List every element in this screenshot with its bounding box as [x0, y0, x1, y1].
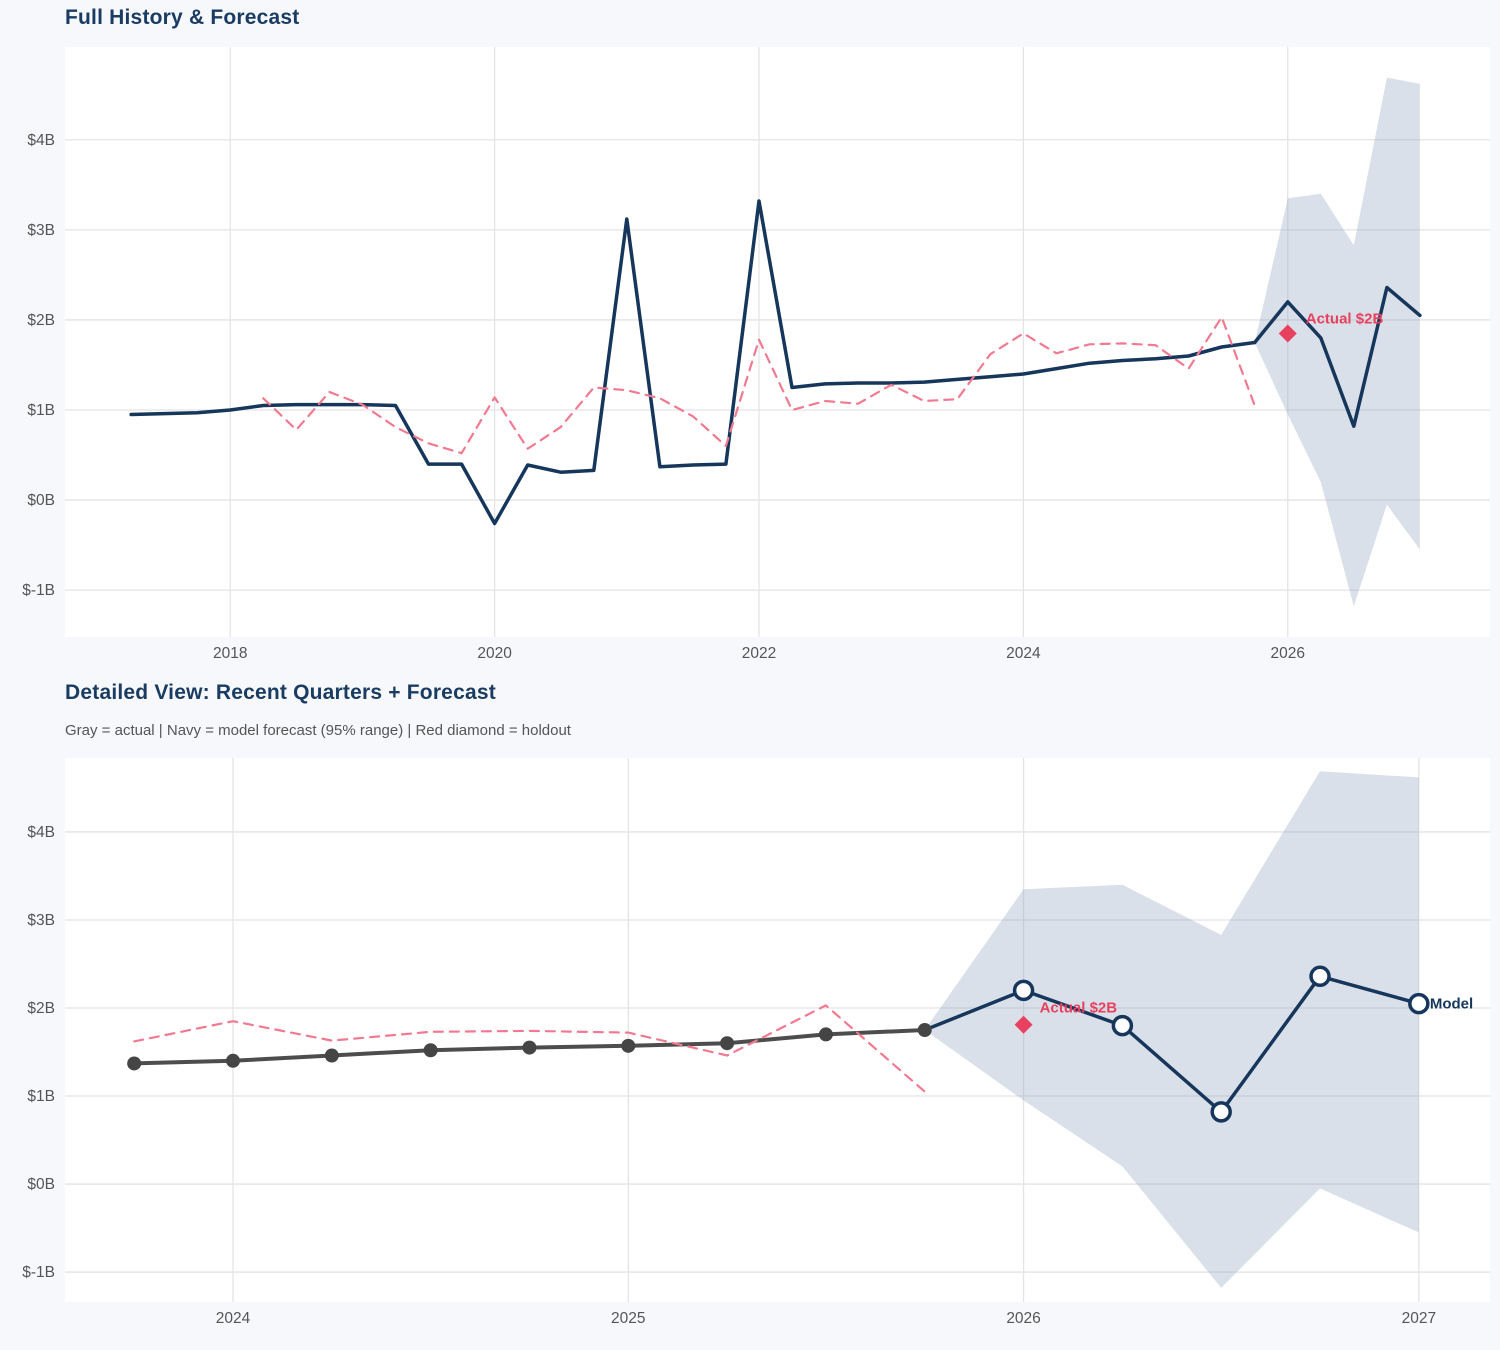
- model-forecast-recent-point-marker: [1210, 1101, 1232, 1123]
- holdout-diamond-marker: [1014, 1015, 1033, 1034]
- holdout-annotation-label: Actual $2B: [1306, 310, 1384, 327]
- x-tick-label: 2024: [1006, 645, 1041, 662]
- detailed-view-chart-legend-subtitle: Gray = actual | Navy = model forecast (9…: [65, 722, 571, 739]
- model-forecast-recent-line: [922, 974, 1421, 1114]
- y-tick-label: $4B: [27, 132, 55, 149]
- model-forecast-recent-point-marker: [1408, 992, 1430, 1015]
- actual-recent-point-marker: [917, 1023, 932, 1037]
- x-tick-label: 2026: [1006, 1310, 1040, 1327]
- y-tick-label: $2B: [27, 312, 55, 329]
- chart-1: Actual $2B Model $4B $3B $2B $1B $0B $-1B 2024 20…: [22, 758, 1490, 1327]
- actual-recent-point-marker: [621, 1038, 636, 1053]
- chart-0: Actual $2B $4B $3B $2B $1B $0B $-1B 2018 2020 202…: [22, 47, 1490, 662]
- x-tick-label: 2024: [216, 1310, 251, 1327]
- actual-recent-point-marker: [324, 1048, 339, 1063]
- y-tick-label: $1B: [27, 402, 55, 419]
- x-tick-label: 2027: [1402, 1310, 1436, 1327]
- model-fitted-recent-line: [133, 1004, 926, 1093]
- actual-recent-point-marker: [127, 1056, 142, 1071]
- model-fitted-line: [262, 316, 1256, 455]
- model-line-label: Model: [1430, 996, 1473, 1013]
- y-tick-label: $1B: [27, 1088, 55, 1105]
- x-tick-label: 2025: [611, 1310, 645, 1327]
- actual-recent-point-marker: [818, 1027, 833, 1042]
- y-tick-label: $0B: [27, 492, 55, 509]
- y-tick-label: $4B: [27, 824, 55, 841]
- model-forecast-line: [1252, 285, 1422, 428]
- y-tick-label: $-1B: [22, 1264, 55, 1281]
- forecast-confidence-band: [1254, 77, 1420, 607]
- actual-recent-point-marker: [720, 1036, 735, 1051]
- actual-recent-point-marker: [522, 1040, 537, 1055]
- forecast-confidence-band: [924, 771, 1419, 1288]
- y-tick-label: $3B: [27, 222, 55, 239]
- x-tick-label: 2018: [213, 645, 247, 662]
- y-tick-label: $3B: [27, 912, 55, 929]
- y-tick-label: $0B: [27, 1176, 55, 1193]
- x-tick-label: 2022: [742, 645, 776, 662]
- y-tick-label: $2B: [27, 1000, 55, 1017]
- holdout-annotation-label: Actual $2B: [1040, 1000, 1118, 1017]
- x-tick-label: 2026: [1271, 645, 1305, 662]
- model-forecast-recent-point-marker: [1309, 965, 1331, 988]
- detailed-view-chart-title: Detailed View: Recent Quarters + Forecas…: [65, 681, 496, 704]
- actual-recent-point-marker: [423, 1043, 438, 1058]
- model-forecast-recent-point-marker: [1111, 1014, 1134, 1037]
- full-history-chart-title: Full History & Forecast: [65, 6, 300, 29]
- y-tick-label: $-1B: [22, 582, 55, 599]
- holdout-diamond-marker: [1278, 324, 1297, 343]
- actual-recent-point-marker: [225, 1053, 240, 1068]
- x-tick-label: 2020: [477, 645, 512, 662]
- model-forecast-recent-point-marker: [1012, 979, 1035, 1002]
